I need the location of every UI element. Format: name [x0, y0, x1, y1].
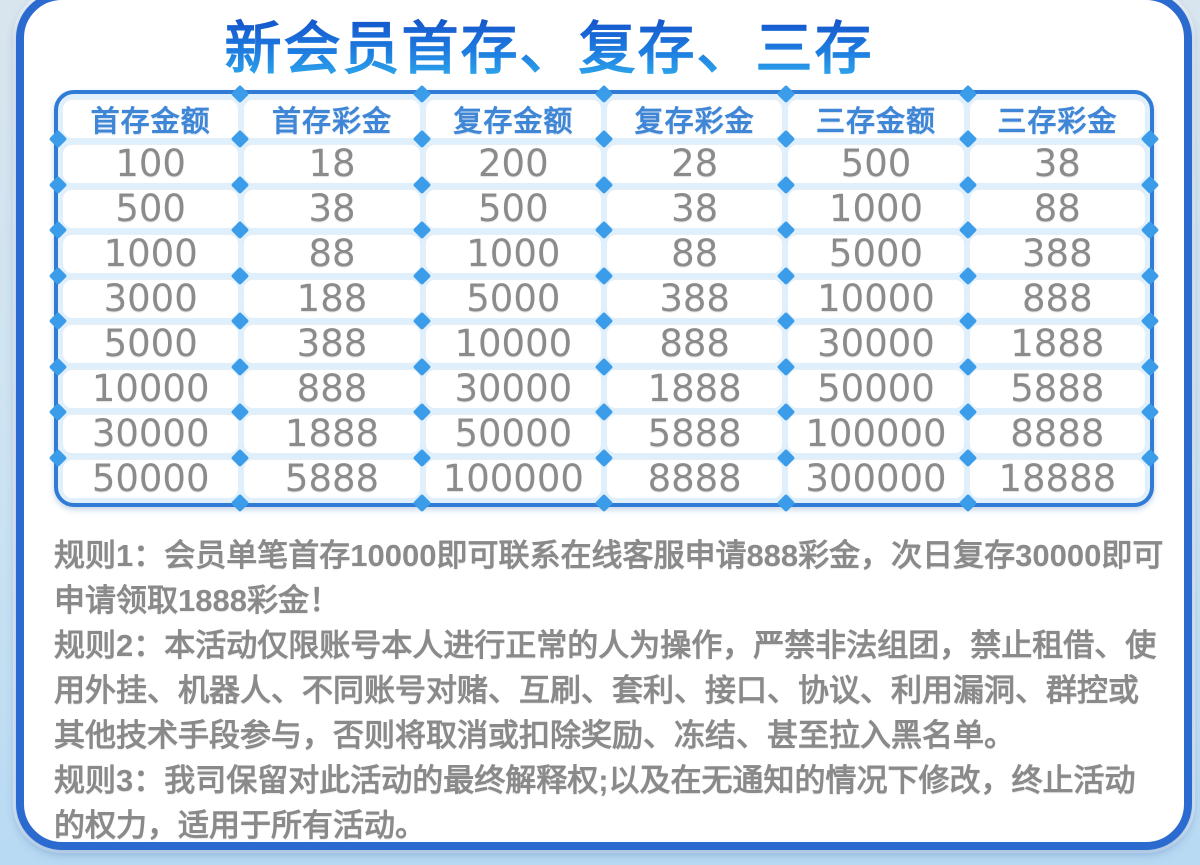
table-value-cell: 1000	[425, 234, 601, 273]
table-value-cell: 10000	[425, 324, 601, 363]
table-value-cell: 5000	[788, 234, 964, 273]
table-value-cell: 888	[244, 369, 420, 408]
table-value-cell: 3000	[63, 279, 239, 318]
table-header-cell: 复存彩金	[606, 99, 783, 138]
promo-panel: 新会员首存、复存、三存 首存金额 首存彩金 复存金额 复存彩金 三存金额 三存彩金 100 1…	[16, 0, 1192, 850]
table-value-cell: 10000	[63, 369, 239, 408]
table-value-cell: 38	[606, 189, 783, 228]
table-value-cell: 888	[969, 279, 1145, 318]
rules-section: 规则1：会员单笔首存10000即可联系在线客服申请888彩金，次日复存30000…	[54, 533, 1166, 848]
table-value-cell: 500	[425, 189, 601, 228]
table-value-cell: 500	[788, 144, 964, 183]
table-value-cell: 50000	[425, 414, 601, 453]
table-value-cell: 1888	[244, 414, 420, 453]
table-value-cell: 1888	[606, 369, 783, 408]
table-value-cell: 18	[244, 144, 420, 183]
table-value-cell: 50000	[788, 369, 964, 408]
table-value-cell: 88	[606, 234, 783, 273]
table-value-cell: 200	[425, 144, 601, 183]
table-value-cell: 18888	[969, 459, 1145, 498]
table-value-cell: 100000	[788, 414, 964, 453]
table-value-cell: 5888	[244, 459, 420, 498]
table-value-cell: 300000	[788, 459, 964, 498]
table-value-cell: 30000	[63, 414, 239, 453]
table-value-cell: 5888	[969, 369, 1145, 408]
table-value-cell: 28	[606, 144, 783, 183]
table-header-cell: 首存金额	[63, 99, 239, 138]
table-value-cell: 38	[244, 189, 420, 228]
table-value-cell: 1888	[969, 324, 1145, 363]
table-value-cell: 8888	[969, 414, 1145, 453]
rule-1-text: 规则1：会员单笔首存10000即可联系在线客服申请888彩金，次日复存30000…	[54, 538, 1164, 618]
table-value-cell: 5888	[606, 414, 783, 453]
table-value-cell: 100000	[425, 459, 601, 498]
table-value-cell: 50000	[63, 459, 239, 498]
promo-title: 新会员首存、复存、三存	[0, 16, 1129, 82]
table-value-cell: 10000	[788, 279, 964, 318]
table-value-cell: 188	[244, 279, 420, 318]
table-value-cell: 888	[606, 324, 783, 363]
table-value-cell: 88	[969, 189, 1145, 228]
table-value-cell: 88	[244, 234, 420, 273]
table-header-cell: 首存彩金	[244, 99, 420, 138]
table-value-cell: 5000	[63, 324, 239, 363]
table-value-cell: 388	[969, 234, 1145, 273]
table-value-cell: 38	[969, 144, 1145, 183]
table-value-cell: 388	[244, 324, 420, 363]
deposit-bonus-table: 首存金额 首存彩金 复存金额 复存彩金 三存金额 三存彩金 100 18 200 28 500 38 5…	[48, 84, 1160, 513]
table-value-cell: 388	[606, 279, 783, 318]
table-value-cell: 100	[63, 144, 239, 183]
rule-3-text: 规则3：我司保留对此活动的最终解释权;以及在无通知的情况下修改，终止活动的权力，…	[54, 763, 1136, 843]
table-value-cell: 500	[63, 189, 239, 228]
rule-2-text: 规则2：本活动仅限账号本人进行正常的人为操作，严禁非法组团，禁止租借、使用外挂、…	[54, 628, 1157, 753]
table-value-cell: 5000	[425, 279, 601, 318]
table-value-cell: 8888	[606, 459, 783, 498]
table-value-cell: 30000	[788, 324, 964, 363]
table-value-cell: 1000	[788, 189, 964, 228]
table-value-cell: 1000	[63, 234, 239, 273]
table-header-cell: 三存金额	[788, 99, 964, 138]
table-header-cell: 三存彩金	[969, 99, 1145, 138]
grid-node-diamond-icon	[1140, 221, 1160, 240]
table-value-cell: 30000	[425, 369, 601, 408]
table-header-cell: 复存金额	[425, 99, 601, 138]
